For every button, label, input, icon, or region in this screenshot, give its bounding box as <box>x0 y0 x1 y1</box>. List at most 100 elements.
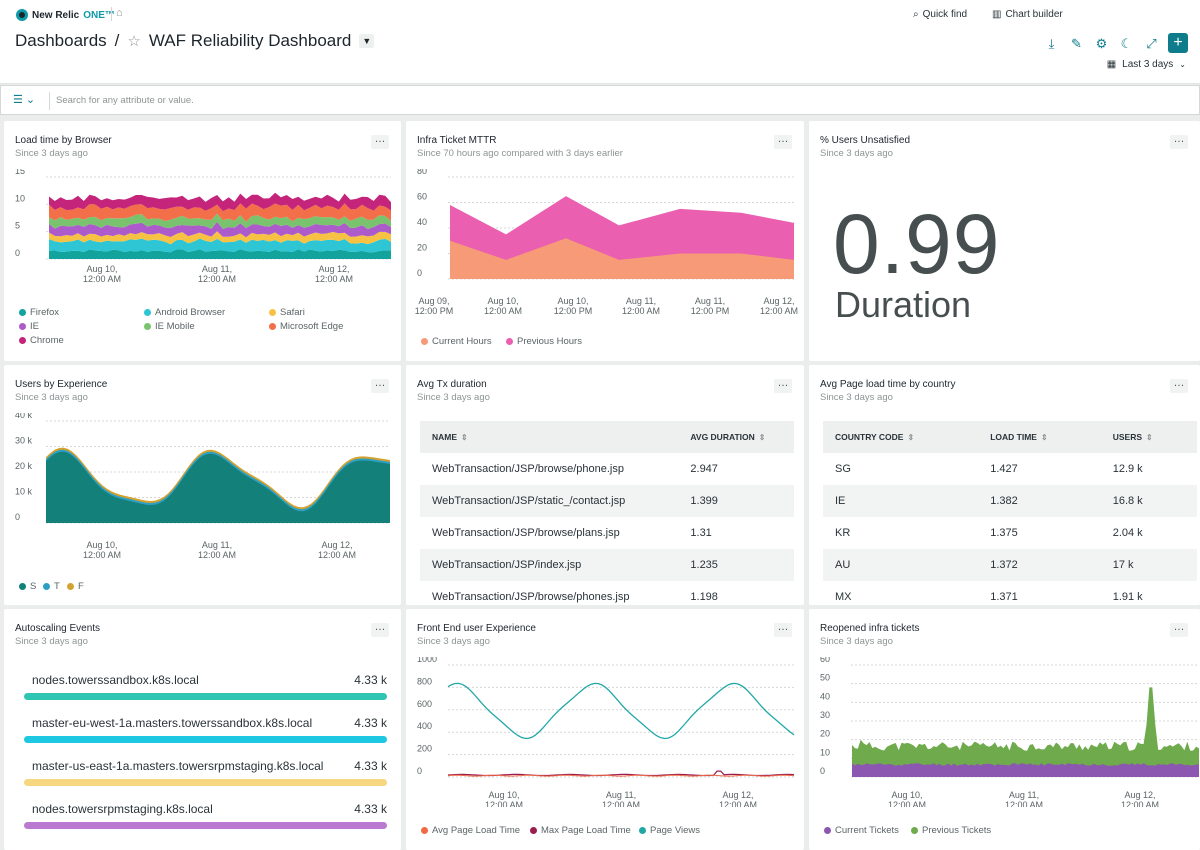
legend-item[interactable]: Microsoft Edge <box>269 321 343 332</box>
moon-icon[interactable]: ☾ <box>1120 35 1133 51</box>
legend-label: Safari <box>280 307 305 318</box>
plus-icon[interactable]: + <box>1168 33 1188 53</box>
column-header-label: AVG DURATION <box>690 432 755 442</box>
table-row[interactable]: WebTransaction/JSP/browse/plans.jsp 1.31 <box>420 517 794 549</box>
table-cell: IE <box>823 485 979 517</box>
legend-item[interactable]: IE Mobile <box>144 321 195 332</box>
expand-icon[interactable]: ⤢ <box>1146 35 1157 51</box>
x-tick-label: Aug 11, <box>202 264 232 274</box>
widget-menu-button[interactable]: … <box>774 134 792 149</box>
legend-item[interactable]: IE <box>19 321 39 332</box>
legend-label: Page Views <box>650 825 700 836</box>
widget-menu-button[interactable]: … <box>1170 622 1188 637</box>
pencil-icon[interactable]: ✎ <box>1071 35 1082 51</box>
star-icon[interactable]: ☆ <box>127 33 141 50</box>
column-header[interactable]: NAME ⇕ <box>420 421 679 453</box>
breadcrumb-root[interactable]: Dashboards <box>15 31 107 50</box>
widget-menu-button[interactable]: … <box>774 622 792 637</box>
table-row[interactable]: WebTransaction/JSP/index.jsp 1.235 <box>420 549 794 581</box>
table-row[interactable]: WebTransaction/JSP/static_/contact.jsp 1.… <box>420 485 794 517</box>
top-bar: New Relic ONE™ ⌂ ⌕ Quick find ▥ Chart bu… <box>0 0 1200 84</box>
logo-icon <box>16 9 28 21</box>
widget-subtitle: Since 70 hours ago compared with 3 days … <box>417 148 623 159</box>
widget-page-load-by-country: Avg Page load time by country Since 3 da… <box>809 365 1200 605</box>
widget-menu-button[interactable]: … <box>371 622 389 637</box>
legend-item[interactable]: Safari <box>269 307 305 318</box>
widget-menu-button[interactable]: … <box>371 378 389 393</box>
column-header[interactable]: LOAD TIME ⇕ <box>978 421 1101 453</box>
legend-item[interactable]: Avg Page Load Time <box>421 825 520 836</box>
legend-item[interactable]: Firefox <box>19 307 59 318</box>
home-icon[interactable]: ⌂ <box>111 7 125 21</box>
y-tick-label: 10 k <box>15 487 33 497</box>
x-tick-label: Aug 09, <box>418 296 449 306</box>
bar-list-value: 4.33 k <box>354 802 387 816</box>
table-row[interactable]: AU 1.372 17 k <box>823 549 1197 581</box>
widget-menu-button[interactable]: … <box>1170 378 1188 393</box>
sort-icon[interactable]: ⇕ <box>1040 433 1048 442</box>
x-tick-label: Aug 12, <box>318 264 349 274</box>
widget-title: Users by Experience <box>15 379 108 390</box>
stacked-band <box>49 213 391 229</box>
legend-item[interactable]: Current Tickets <box>824 825 899 836</box>
table-cell: 1.31 <box>690 527 712 539</box>
legend-item[interactable]: F <box>67 581 84 592</box>
table-row[interactable]: IE 1.382 16.8 k <box>823 485 1197 517</box>
quick-find-button[interactable]: ⌕ Quick find <box>913 9 967 20</box>
table-row[interactable]: KR 1.375 2.04 k <box>823 517 1197 549</box>
column-header[interactable]: AVG DURATION ⇕ <box>678 421 794 453</box>
sort-icon[interactable]: ⇕ <box>461 433 468 442</box>
chart-builder-button[interactable]: ▥ Chart builder <box>992 9 1063 20</box>
column-header[interactable]: COUNTRY CODE ⇕ <box>823 421 979 453</box>
legend-item[interactable]: S <box>19 581 36 592</box>
bar-chart-icon: ▥ <box>992 9 1002 20</box>
widget-title: Front End user Experience <box>417 623 536 634</box>
sort-icon[interactable]: ⇕ <box>758 433 766 442</box>
widget-subtitle: Since 3 days ago <box>15 148 88 159</box>
bar-list-label: master-us-east-1a.masters.towersrpmstagi… <box>32 759 324 773</box>
sort-icon[interactable]: ⇕ <box>1146 433 1153 442</box>
brand-suffix: ONE™ <box>83 9 115 21</box>
legend-item[interactable]: Chrome <box>19 335 64 346</box>
x-tick-label: 12:00 AM <box>83 274 121 284</box>
table-cell: 17 k <box>1100 549 1197 581</box>
x-tick-label: Aug 12, <box>321 540 352 550</box>
widget-title: % Users Unsatisfied <box>820 135 911 146</box>
download-icon[interactable]: ⤓ <box>1048 35 1055 51</box>
y-tick-label: 5 <box>15 221 20 231</box>
widget-menu-button[interactable]: … <box>1170 134 1188 149</box>
table-row[interactable]: WebTransaction/JSP/browse/phones.jsp 1.19… <box>420 581 794 605</box>
legend-swatch <box>67 583 74 590</box>
brand-prefix: New Relic <box>32 9 80 21</box>
chevron-down-icon[interactable]: ▼ <box>359 34 375 48</box>
legend-item[interactable]: Current Hours <box>421 336 492 347</box>
widget-title: Reopened infra tickets <box>820 623 920 634</box>
legend-item[interactable]: Max Page Load Time <box>530 825 631 836</box>
series-area-s <box>46 451 390 523</box>
new-relic-logo[interactable]: New Relic ONE™ <box>16 9 115 21</box>
legend-item[interactable]: Previous Tickets <box>911 825 991 836</box>
legend-item[interactable]: T <box>43 581 60 592</box>
table-row[interactable]: WebTransaction/JSP/browse/phone.jsp 2.947 <box>420 453 794 485</box>
legend-item[interactable]: Page Views <box>639 825 700 836</box>
filter-search-input[interactable]: Search for any attribute or value. <box>56 95 194 106</box>
legend-item[interactable]: Android Browser <box>144 307 225 318</box>
widget-menu-button[interactable]: … <box>774 378 792 393</box>
widget-subtitle: Since 3 days ago <box>417 636 490 647</box>
legend-item[interactable]: Previous Hours <box>506 336 582 347</box>
bar-list-value: 4.33 k <box>354 759 387 773</box>
billboard-unit: Duration <box>835 284 972 325</box>
widget-menu-button[interactable]: … <box>371 134 389 149</box>
table-row[interactable]: SG 1.427 12.9 k <box>823 453 1197 485</box>
widget-avg-tx-duration: Avg Tx duration Since 3 days ago … NAME ⇕… <box>406 365 804 605</box>
gear-icon[interactable]: ⚙ <box>1095 35 1108 51</box>
x-tick-label: Aug 10, <box>487 296 518 306</box>
sort-icon[interactable]: ⇕ <box>907 433 915 442</box>
time-range-picker[interactable]: ▦ Last 3 days ⌄ <box>1107 59 1186 70</box>
column-header[interactable]: USERS ⇕ <box>1100 421 1197 453</box>
y-tick-label: 60 <box>417 192 427 202</box>
table-row[interactable]: MX 1.371 1.91 k <box>823 581 1197 605</box>
funnel-icon[interactable]: ☰ ⌄ <box>13 94 36 106</box>
